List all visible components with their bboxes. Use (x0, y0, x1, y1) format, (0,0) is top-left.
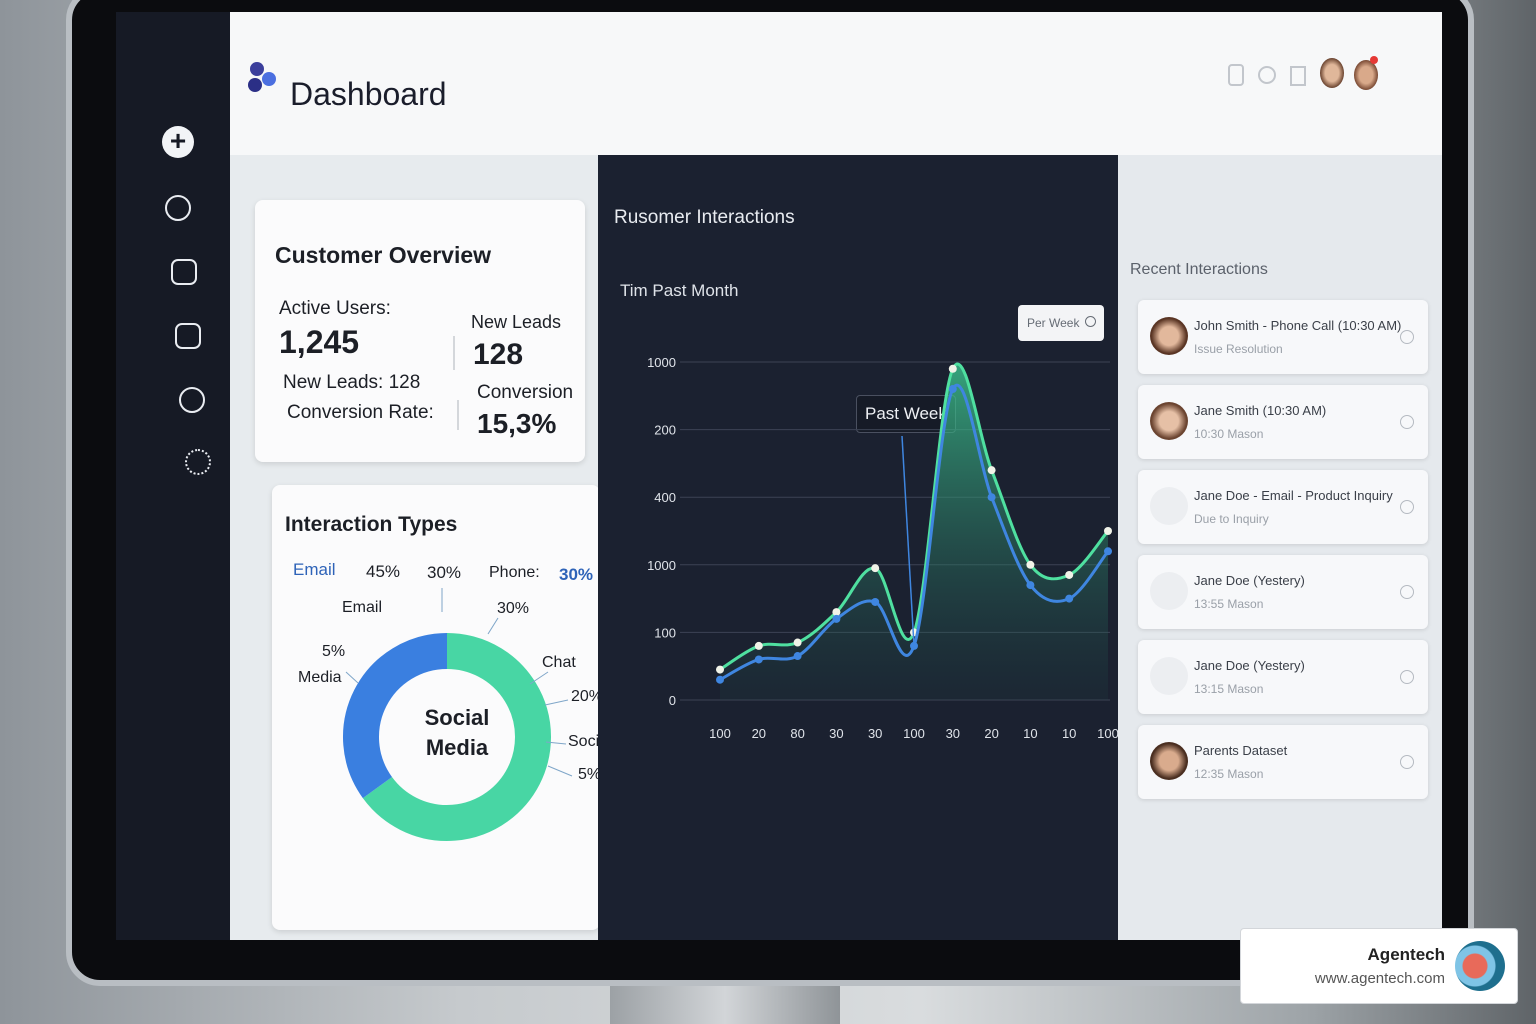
calendar-icon[interactable] (165, 195, 191, 221)
item-detail: 13:55 Mason (1194, 597, 1264, 611)
customer-overview-card: Customer Overview Active Users: 1,245 Ne… (255, 200, 585, 462)
interaction-item[interactable]: Jane Doe (Yestery) 13:55 Mason (1138, 555, 1428, 629)
camera-icon[interactable] (171, 259, 197, 285)
donut-label: Chat (542, 654, 576, 671)
logo-dot (248, 78, 262, 92)
label: Conversion Rate: (287, 402, 434, 423)
add-button[interactable]: + (162, 126, 194, 158)
status-icon (1400, 500, 1414, 514)
label: New Leads (471, 312, 562, 332)
avatar (1150, 742, 1188, 780)
donut-label: Media (298, 669, 342, 686)
item-detail: 12:35 Mason (1194, 767, 1264, 781)
divider (453, 336, 455, 370)
interaction-item[interactable]: Jane Doe - Email - Product Inquiry Due to… (1138, 470, 1428, 544)
avatar[interactable] (1354, 60, 1378, 90)
status-icon (1400, 330, 1414, 344)
item-detail: Issue Resolution (1194, 342, 1283, 356)
donut-label: Email (293, 560, 336, 579)
avatar (1150, 402, 1188, 440)
alert-dot (1370, 56, 1378, 64)
donut-label: 30% (427, 563, 462, 582)
item-detail: Due to Inquiry (1194, 512, 1269, 526)
notification-icon[interactable] (1228, 64, 1244, 86)
interaction-item[interactable]: Jane Doe (Yestery) 13:15 Mason (1138, 640, 1428, 714)
dropdown-text: Per Week (1027, 316, 1080, 330)
url: www.agentech.com (1314, 970, 1445, 987)
status-icon (1400, 755, 1414, 769)
label: Active Users: (279, 298, 391, 319)
donut-label: Email (342, 599, 383, 616)
grid-icon[interactable] (175, 323, 201, 349)
interaction-item[interactable]: Jane Smith (10:30 AM) 10:30 Mason (1138, 385, 1428, 459)
chart-panel: Rusomer Interactions Tim Past Month Per … (598, 155, 1118, 940)
donut-label: 20% (571, 688, 604, 705)
sidebar: + (116, 12, 230, 940)
page-title: Dashboard (290, 76, 447, 112)
donut-label: 45% (366, 562, 401, 581)
divider (457, 400, 459, 430)
donut-center-label: Social Media (424, 705, 490, 760)
card-title: Customer Overview (275, 242, 492, 268)
status-icon (1400, 415, 1414, 429)
doc-icon[interactable] (1290, 66, 1306, 86)
period-dropdown[interactable]: Per Week (1018, 305, 1104, 341)
header: Dashboard (230, 12, 1442, 155)
users-icon[interactable] (179, 387, 205, 413)
item-name: Jane Doe - Email - Product Inquiry (1194, 488, 1393, 503)
donut-label: 5% (322, 643, 346, 660)
label: New Leads: 128 (283, 372, 421, 393)
avatar (1150, 657, 1188, 695)
status-icon (1400, 585, 1414, 599)
donut-label: 30% (497, 600, 530, 617)
panel-title: Recent Interactions (1130, 261, 1268, 278)
chart-subtitle: Tim Past Month (620, 281, 739, 300)
recent-panel: Recent Interactions (1118, 155, 1442, 940)
value: 15,3% (477, 408, 557, 439)
item-name: Jane Doe (Yestery) (1194, 573, 1305, 588)
value: 1,245 (279, 324, 360, 360)
avatar (1150, 317, 1188, 355)
item-name: Jane Smith (10:30 AM) (1194, 403, 1327, 418)
logo-dot (250, 62, 264, 76)
search-icon (1085, 316, 1096, 327)
item-name: Jane Doe (Yestery) (1194, 658, 1305, 673)
settings-icon[interactable] (185, 449, 211, 475)
donut-label: Phone: (489, 564, 540, 581)
monitor-stand (610, 984, 840, 1024)
item-detail: 10:30 Mason (1194, 427, 1264, 441)
interaction-item[interactable]: Parents Dataset 12:35 Mason (1138, 725, 1428, 799)
watermark: Agentech www.agentech.com (1240, 928, 1518, 1004)
item-name: Parents Dataset (1194, 743, 1288, 758)
status-icon (1400, 670, 1414, 684)
search-icon[interactable] (1258, 66, 1276, 84)
card-title: Interaction Types (285, 513, 458, 536)
item-detail: 13:15 Mason (1194, 682, 1264, 696)
label: Conversion (477, 382, 574, 403)
interaction-item[interactable]: John Smith - Phone Call (10:30 AM) Issue … (1138, 300, 1428, 374)
donut-label: 5% (578, 766, 602, 783)
avatar (1150, 572, 1188, 610)
value: 128 (473, 338, 524, 371)
interaction-types-card: Interaction Types Email 45% 30% Phone: 3… (272, 485, 612, 930)
item-name: John Smith - Phone Call (10:30 AM) (1194, 318, 1402, 333)
avatar[interactable] (1320, 58, 1344, 88)
avatar (1150, 487, 1188, 525)
donut-label: 30% (559, 565, 594, 584)
brand-logo (1455, 941, 1505, 991)
chart-title: Rusomer Interactions (614, 207, 795, 228)
chart-annotation: Past Week (856, 395, 956, 433)
brand: Agentech (1367, 945, 1445, 964)
logo-dot (262, 72, 276, 86)
